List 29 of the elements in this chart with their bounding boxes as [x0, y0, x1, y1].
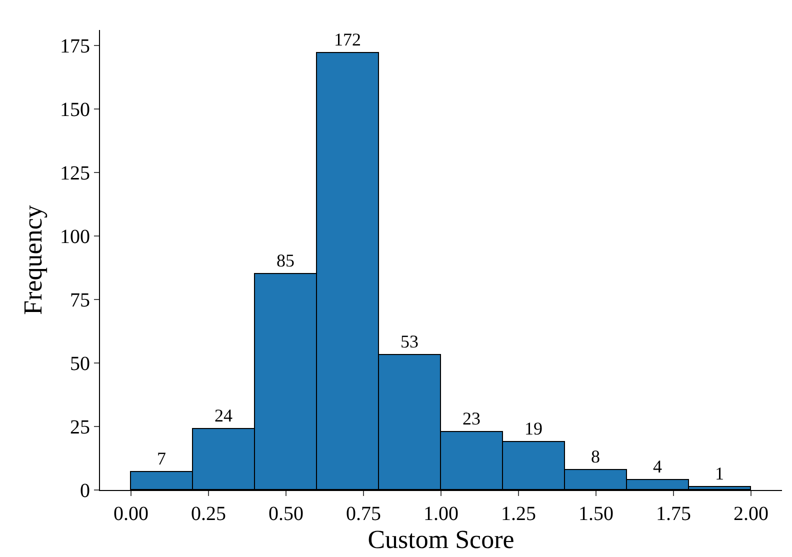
y-tick-label: 75 [70, 289, 90, 312]
data-label: 4 [653, 456, 662, 476]
data-label: 7 [157, 448, 166, 468]
data-label: 85 [276, 250, 294, 270]
y-tick-label: 125 [60, 162, 90, 184]
y-tick-label: 0 [80, 480, 90, 502]
data-label: 19 [524, 418, 542, 438]
data-label: 1 [715, 464, 724, 484]
x-tick-label: 0.25 [191, 503, 226, 525]
x-tick-label: 2.00 [734, 503, 768, 525]
x-tick-label: 1.00 [424, 503, 458, 525]
y-tick-label: 175 [60, 35, 90, 58]
y-tick-label: 100 [60, 226, 90, 248]
y-tick-label: 150 [60, 98, 90, 121]
data-label: 8 [591, 446, 600, 466]
y-axis-title: Frequency [18, 205, 48, 315]
x-tick-label: 1.50 [578, 503, 614, 525]
x-tick-label: 0.50 [268, 503, 304, 525]
data-label: 23 [462, 408, 480, 428]
x-tick-label: 0.75 [346, 503, 381, 525]
x-axis-title: Custom Score [368, 525, 514, 554]
x-tick-label: 1.25 [501, 503, 536, 525]
data-label: 53 [400, 332, 418, 352]
x-tick-label: 0.00 [114, 503, 148, 525]
y-tick-label: 50 [70, 352, 90, 375]
data-label: 24 [214, 406, 232, 426]
data-label: 172 [334, 30, 361, 50]
x-tick-label: 1.75 [656, 503, 691, 525]
y-tick-label: 25 [70, 416, 90, 438]
